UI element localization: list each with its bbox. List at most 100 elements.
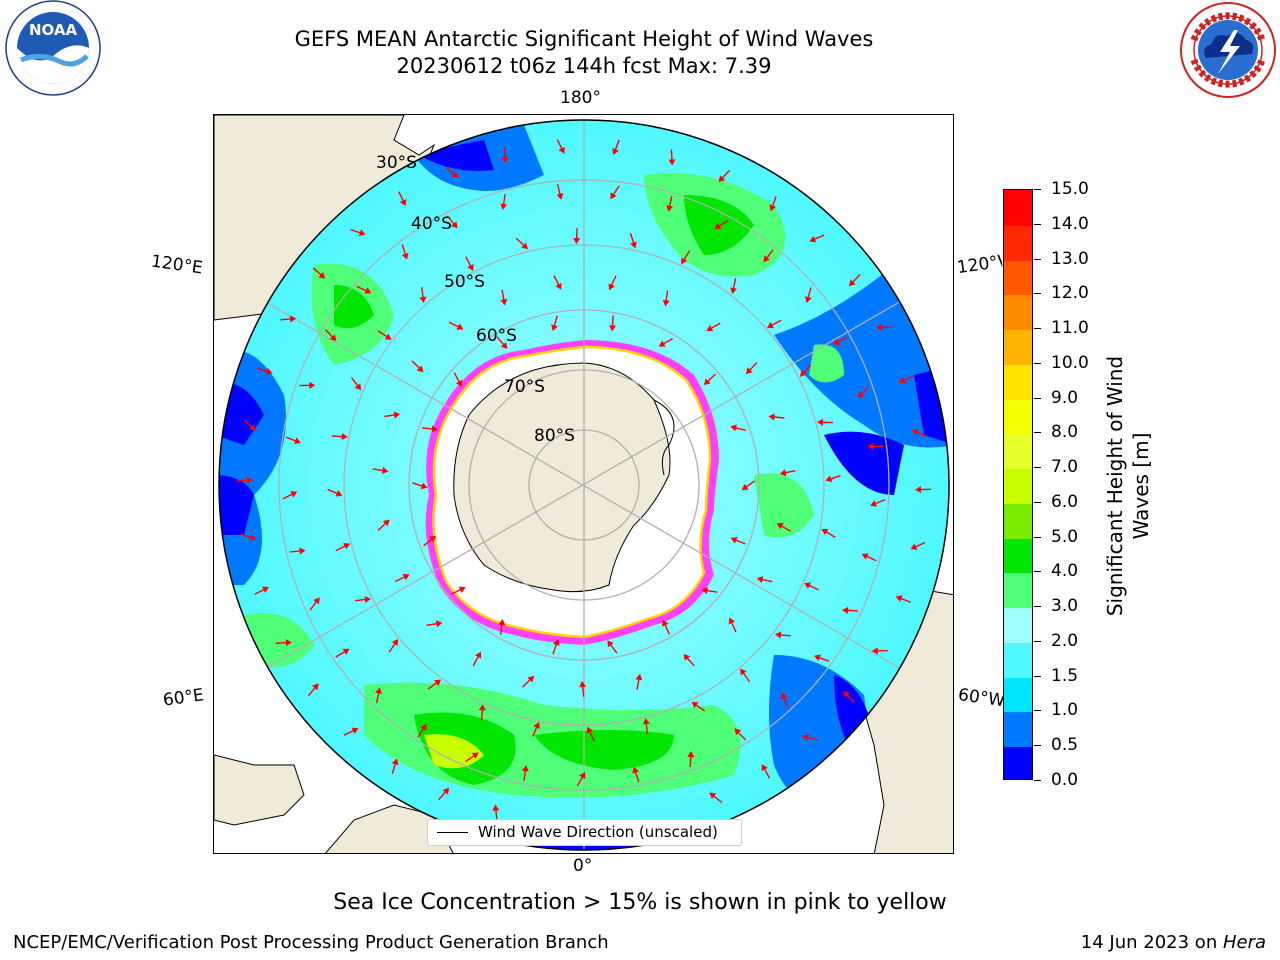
lat-label-60s: 60°S (476, 326, 517, 346)
wave-direction-arrow (398, 191, 407, 207)
colorbar-bin (1004, 259, 1032, 296)
wave-direction-arrow (573, 228, 581, 245)
wave-direction-arrow (350, 228, 366, 237)
wave-direction-arrow (419, 287, 427, 304)
wave-direction-arrow (498, 618, 506, 635)
colorbar-tick-label: 12.0 (1051, 283, 1089, 304)
colorbar-tick-label: 1.0 (1051, 700, 1079, 721)
wave-direction-arrow (774, 631, 791, 639)
colorbar-tick-label: 5.0 (1051, 526, 1079, 547)
wave-direction-arrow (761, 764, 771, 779)
map-panel: 30°S 40°S 50°S 60°S 70°S 80°S (213, 114, 954, 854)
colorbar-bin (1004, 746, 1032, 779)
wave-direction-arrow (335, 543, 351, 552)
sea-ice-note: Sea Ice Concentration > 15% is shown in … (333, 890, 947, 915)
wave-direction-arrow (312, 267, 326, 279)
colorbar-tick-label: 8.0 (1051, 422, 1079, 443)
wave-direction-arrow (394, 573, 410, 583)
wave-direction-arrow (687, 751, 695, 768)
colorbar-tick-label: 4.0 (1051, 561, 1079, 582)
wave-direction-arrow (895, 595, 911, 603)
wave-direction-arrow (438, 787, 450, 801)
colorbar-bin (1004, 572, 1032, 609)
wave-direction-arrow (701, 587, 718, 595)
colorbar-tick (1034, 675, 1041, 677)
wave-direction-arrow (779, 469, 796, 477)
wave-direction-arrow (377, 519, 390, 532)
colorbar-tick (1034, 745, 1041, 747)
wave-direction-arrow (556, 184, 564, 200)
colorbar-tick (1034, 328, 1041, 330)
wave-direction-arrow (813, 654, 830, 662)
wave-direction-arrow (553, 275, 562, 290)
wave-direction-arrow (610, 185, 620, 200)
wave-direction-arrow (703, 373, 716, 386)
colorbar-tick (1034, 432, 1041, 434)
wave-direction-arrow (802, 734, 818, 741)
colorbar-tick (1034, 223, 1041, 225)
noaa-logo-text: NOAA (29, 21, 78, 39)
map-boundary (218, 119, 950, 851)
wave-direction-arrow (307, 683, 319, 697)
wave-direction-arrow (766, 319, 782, 329)
wave-direction-arrow (492, 804, 500, 821)
chart-title: GEFS MEAN Antarctic Significant Height o… (294, 27, 874, 51)
wave-direction-arrow (800, 364, 812, 377)
wave-direction-arrow (299, 381, 316, 389)
colorbar-tick (1034, 293, 1041, 295)
wave-direction-arrow (579, 681, 587, 698)
wave-direction-arrow (500, 289, 508, 306)
colorbar-tick-label: 15.0 (1051, 179, 1089, 199)
colorbar-bin (1004, 641, 1032, 678)
colorbar-tick (1034, 501, 1041, 503)
wave-direction-arrow (531, 721, 540, 737)
wave-direction-arrow (915, 486, 932, 494)
wave-direction-arrow (776, 523, 791, 532)
wave-direction-arrow (691, 701, 706, 712)
wave-direction-arrow (898, 375, 914, 384)
wave-direction-arrow (632, 766, 640, 783)
colorbar-tick-label: 14.0 (1051, 213, 1089, 234)
colorbar-bin (1004, 502, 1032, 539)
wave-direction-arrow (608, 275, 617, 291)
wave-direction-arrow (412, 482, 428, 490)
colorbar-tick (1034, 189, 1041, 190)
wave-direction-arrow (629, 232, 637, 249)
wave-direction-arrow (911, 429, 927, 437)
wave-direction-arrow (384, 411, 401, 419)
wave-direction-arrow (804, 582, 819, 591)
antarctica (425, 340, 719, 645)
wave-direction-arrow (445, 166, 459, 178)
colorbar-tick-label: 11.0 (1051, 318, 1089, 339)
wave-direction-arrow (280, 315, 297, 323)
wave-direction-arrow (745, 362, 758, 375)
colorbar-bin (1004, 224, 1032, 261)
lat-label-30s: 30°S (376, 153, 417, 173)
wave-direction-arrow (478, 704, 486, 721)
lon-label-120e: 120°E (149, 251, 204, 279)
wave-direction-arrow (451, 586, 466, 595)
wave-direction-arrow (709, 792, 723, 803)
wave-direction-arrow (861, 553, 877, 562)
wave-direction-arrow (642, 718, 650, 735)
wave-direction-arrow (501, 147, 509, 164)
wave-direction-arrow (551, 315, 558, 332)
wave-direction-arrow (662, 619, 670, 635)
wave-direction-arrow (391, 758, 399, 775)
footer-credit: NCEP/EMC/Verification Post Processing Pr… (13, 932, 609, 953)
wave-direction-arrow (870, 498, 886, 507)
colorbar-tick-label: 0.5 (1051, 735, 1079, 756)
wave-direction-arrow (658, 337, 673, 347)
wave-direction-arrow (804, 287, 812, 303)
wave-direction-arrow (871, 647, 888, 655)
colorbar-tick-label: 1.5 (1051, 665, 1079, 686)
wave-direction-arrow (254, 586, 270, 595)
wave-direction-arrow (683, 654, 695, 667)
wave-direction-arrow (586, 726, 595, 742)
graticule (219, 120, 949, 850)
wave-direction-arrow (768, 413, 785, 421)
wave-direction-arrow (465, 256, 474, 271)
colorbar-tick (1034, 606, 1041, 608)
wave-direction-arrow (668, 149, 676, 166)
colorbar-bin (1004, 711, 1032, 748)
